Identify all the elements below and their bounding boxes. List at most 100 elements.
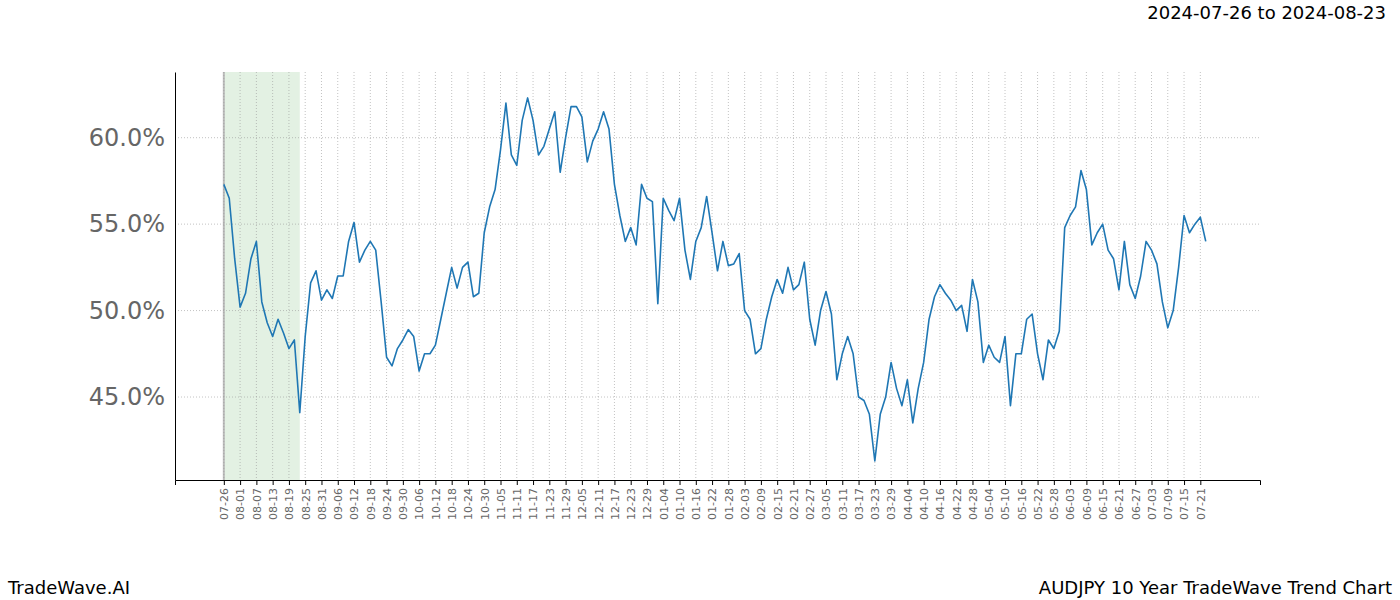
x-tick-label: 06-09	[1081, 488, 1094, 520]
x-tick-label: 06-03	[1064, 488, 1077, 520]
x-tick-mark	[940, 480, 941, 485]
grid-line-x	[1070, 72, 1071, 480]
x-tick-label: 12-11	[593, 488, 606, 520]
x-tick: 07-09	[1162, 480, 1175, 520]
grid-line-x	[451, 72, 452, 480]
x-tick-label: 02-15	[772, 488, 785, 520]
x-tick-mark	[1119, 480, 1120, 485]
x-tick-mark	[924, 480, 925, 485]
x-tick-label: 09-30	[397, 488, 410, 520]
grid-line-x	[923, 72, 924, 480]
grid-line-x	[988, 72, 989, 480]
grid-line-x	[1037, 72, 1038, 480]
grid-line-x	[777, 72, 778, 480]
x-tick: 02-15	[772, 480, 785, 520]
x-tick: 09-18	[365, 480, 378, 520]
grid-line-x	[891, 72, 892, 480]
x-tick-label: 05-04	[983, 488, 996, 520]
x-tick-label: 02-03	[739, 488, 752, 520]
x-tick-label: 04-28	[967, 488, 980, 520]
grid-line-x	[256, 72, 257, 480]
x-tick: 04-10	[918, 480, 931, 520]
x-tick-mark	[1168, 480, 1169, 485]
grid-line-x	[581, 72, 582, 480]
x-tick-label: 11-05	[495, 488, 508, 520]
x-tick-label: 12-05	[576, 488, 589, 520]
grid-line-x	[744, 72, 745, 480]
grid-line-x	[874, 72, 875, 480]
x-tick-mark	[321, 480, 322, 485]
x-tick-mark	[728, 480, 729, 485]
grid-line-x	[939, 72, 940, 480]
x-tick-label: 04-10	[918, 488, 931, 520]
x-tick-mark	[777, 480, 778, 485]
grid-line-y	[175, 224, 1260, 225]
x-tick: 05-22	[1032, 480, 1045, 520]
x-tick: 11-17	[527, 480, 540, 520]
x-tick-mark	[452, 480, 453, 485]
x-tick-mark	[240, 480, 241, 485]
grid-line-x	[809, 72, 810, 480]
x-tick-mark	[647, 480, 648, 485]
x-tick-mark	[1135, 480, 1136, 485]
x-tick-label: 08-07	[251, 488, 264, 520]
x-tick-mark	[614, 480, 615, 485]
grid-line-x	[728, 72, 729, 480]
x-tick-mark	[501, 480, 502, 485]
x-tick-mark	[989, 480, 990, 485]
x-tick-label: 10-18	[446, 488, 459, 520]
grid-line-x	[321, 72, 322, 480]
x-tick-mark	[745, 480, 746, 485]
grid-line-x	[842, 72, 843, 480]
x-tick-mark	[1184, 480, 1185, 485]
x-tick: 03-23	[869, 480, 882, 520]
x-tick-mark	[338, 480, 339, 485]
x-tick-mark	[1005, 480, 1006, 485]
x-tick: 12-23	[625, 480, 638, 520]
grid-line-x	[419, 72, 420, 480]
y-tick: 55.0%	[89, 210, 175, 238]
x-tick-mark	[1021, 480, 1022, 485]
grid-line-x	[1135, 72, 1136, 480]
x-tick-label: 07-26	[218, 488, 231, 520]
x-tick: 07-21	[1195, 480, 1208, 520]
grid-line-x	[1086, 72, 1087, 480]
x-tick: 09-06	[332, 480, 345, 520]
x-tick: 06-15	[1097, 480, 1110, 520]
x-tick-label: 03-29	[885, 488, 898, 520]
x-tick-label: 02-21	[788, 488, 801, 520]
x-tick-label: 09-24	[381, 488, 394, 520]
grid-line-x	[549, 72, 550, 480]
x-tick-mark	[1070, 480, 1071, 485]
grid-line-x	[1167, 72, 1168, 480]
x-tick-mark	[1038, 480, 1039, 485]
x-tick: 09-12	[348, 480, 361, 520]
grid-line-x	[500, 72, 501, 480]
x-tick: 04-04	[902, 480, 915, 520]
x-tick-mark	[305, 480, 306, 485]
x-tick: 01-10	[674, 480, 687, 520]
series-group	[224, 98, 1206, 461]
x-tick-label: 02-27	[804, 488, 817, 520]
x-tick-label: 04-22	[951, 488, 964, 520]
grid-line-x	[370, 72, 371, 480]
x-tick: 12-05	[576, 480, 589, 520]
x-tick-mark	[810, 480, 811, 485]
x-tick-label: 12-29	[641, 488, 654, 520]
x-tick-mark	[598, 480, 599, 485]
x-tick: 12-11	[593, 480, 606, 520]
grid-line-x	[467, 72, 468, 480]
grid-line-x	[484, 72, 485, 480]
x-tick-label: 06-15	[1097, 488, 1110, 520]
grid-line-x	[972, 72, 973, 480]
x-tick: 08-19	[283, 480, 296, 520]
x-tick: 05-10	[999, 480, 1012, 520]
grid-line-x	[402, 72, 403, 480]
x-tick: 07-26	[218, 480, 231, 520]
x-tick-label: 07-03	[1146, 488, 1159, 520]
x-tick-label: 05-16	[1016, 488, 1029, 520]
highlight-edge	[223, 72, 225, 480]
x-tick-label: 11-29	[560, 488, 573, 520]
grid-line-x	[956, 72, 957, 480]
x-tick-mark	[631, 480, 632, 485]
